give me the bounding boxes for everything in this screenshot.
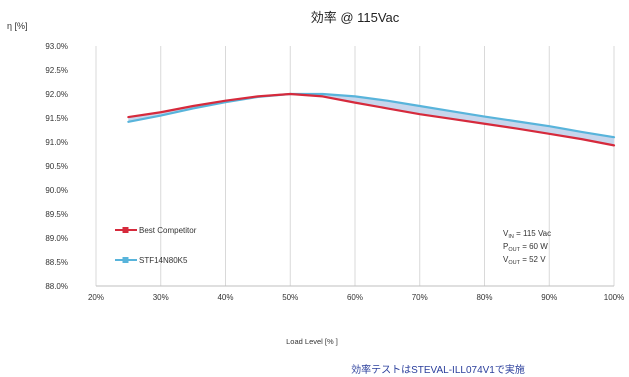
x-tick-label: 40% (217, 293, 233, 302)
test-conditions: VIN = 115 Vac POUT = 60 W VOUT = 52 V (503, 229, 551, 266)
y-tick-label: 91.5% (45, 114, 68, 123)
y-tick-label: 89.0% (45, 234, 68, 243)
series-line-best-competitor (127, 92, 616, 147)
x-tick-label: 50% (282, 293, 298, 302)
x-tick-label: 80% (476, 293, 492, 302)
y-tick-label: 90.0% (45, 186, 68, 195)
footnote: 効率テストはSTEVAL-ILL074V1で実施 (351, 363, 525, 376)
legend-marker-best-competitor (122, 227, 129, 233)
y-tick-label: 88.5% (45, 258, 68, 267)
y-tick-label: 88.0% (45, 282, 68, 291)
condition-vin: VIN = 115 Vac (503, 229, 551, 240)
x-tick-label: 90% (541, 293, 557, 302)
series-line-stf14n80k5 (127, 92, 616, 139)
condition-vout: VOUT = 52 V (503, 255, 546, 266)
y-tick-label: 91.0% (45, 138, 68, 147)
chart-title: 効率 @ 115Vac (311, 10, 400, 25)
legend-label-stf14n80k5: STF14N80K5 (139, 256, 188, 265)
y-tick-labels: 93.0% 92.5% 92.0% 91.5% 91.0% 90.5% 90.0% 89.5%… (45, 42, 68, 291)
x-tick-label: 60% (347, 293, 363, 302)
x-tick-label: 70% (412, 293, 428, 302)
x-tick-label: 100% (604, 293, 624, 302)
y-tick-label: 92.0% (45, 90, 68, 99)
x-axis-label: Load Level [% ] (286, 337, 338, 346)
x-tick-label: 30% (153, 293, 169, 302)
y-tick-label: 93.0% (45, 42, 68, 51)
x-tick-labels: 20% 30% 40% 50% 60% 70% 80% 90% 100% (88, 293, 624, 302)
y-tick-label: 89.5% (45, 210, 68, 219)
legend-label-best-competitor: Best Competitor (139, 226, 197, 235)
legend-marker-stf14n80k5 (122, 257, 129, 263)
x-tick-label: 20% (88, 293, 104, 302)
y-tick-label: 90.5% (45, 162, 68, 171)
y-axis-unit: η [%] (7, 21, 28, 31)
legend: Best Competitor STF14N80K5 (115, 226, 197, 265)
grid-lines (95, 46, 615, 287)
y-tick-label: 92.5% (45, 66, 68, 75)
condition-pout: POUT = 60 W (503, 242, 548, 253)
series-lines (127, 92, 616, 147)
series-difference-fill (128, 94, 614, 146)
